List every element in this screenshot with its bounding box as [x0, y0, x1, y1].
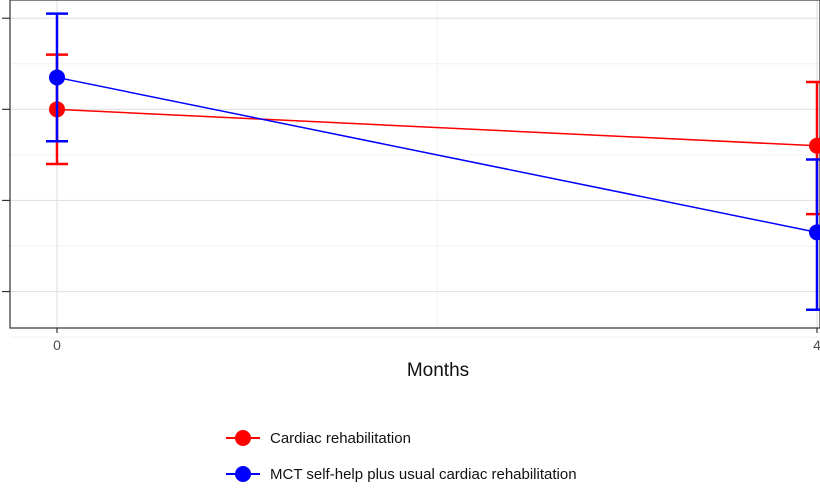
data-point [809, 224, 820, 241]
legend-label: Cardiac rehabilitation [270, 429, 411, 447]
legend-dot [235, 430, 251, 446]
y-axis-ticks [2, 17, 10, 293]
series [46, 12, 820, 312]
legend-item-2: MCT self-help plus usual cardiac rehabil… [226, 456, 577, 492]
legend-swatch [226, 428, 260, 448]
legend: Cardiac rehabilitation MCT self-help plus… [226, 420, 577, 492]
data-point [49, 69, 65, 86]
series-line [56, 108, 818, 147]
legend-dot [235, 466, 251, 482]
legend-label: MCT self-help plus usual cardiac rehabil… [270, 465, 577, 483]
series-1 [46, 53, 820, 216]
x-axis-title: Months [407, 360, 469, 381]
legend-item-1: Cardiac rehabilitation [226, 420, 577, 456]
series-2 [46, 12, 820, 312]
grid [10, 0, 820, 338]
data-point [809, 137, 820, 154]
x-tick-label: 4 [813, 337, 820, 353]
x-tick-label: 0 [53, 337, 61, 353]
series-line [56, 76, 818, 234]
plot-panel-border [9, 0, 820, 329]
legend-swatch [226, 464, 260, 484]
